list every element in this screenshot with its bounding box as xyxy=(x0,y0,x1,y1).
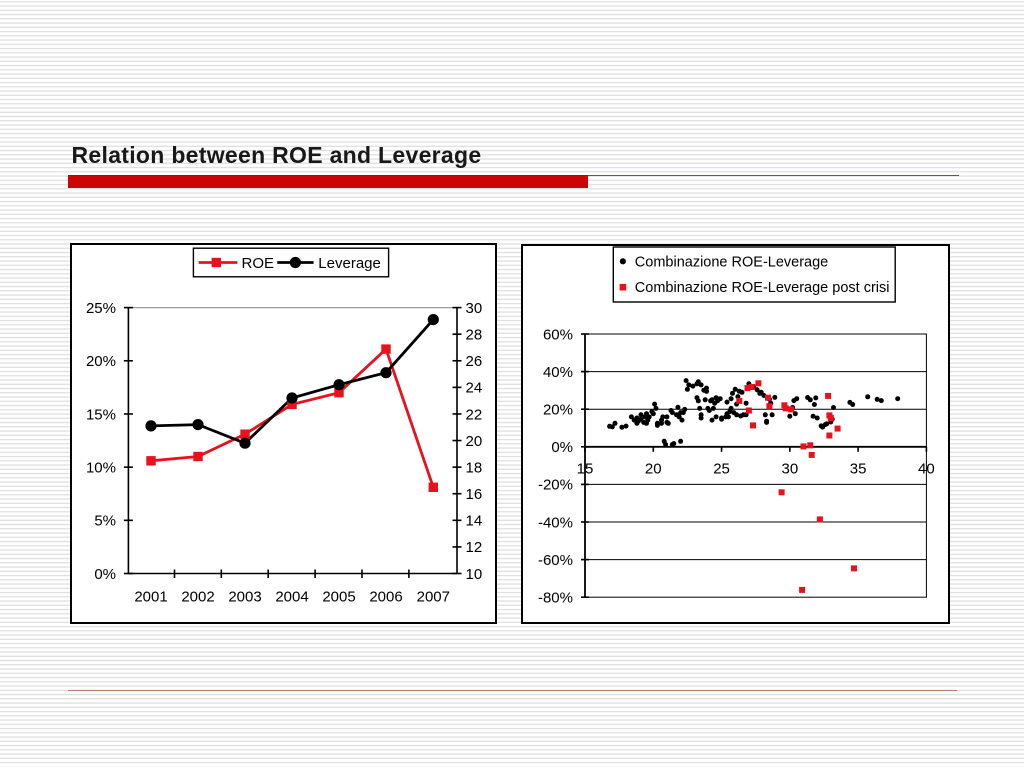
svg-text:-60%: -60% xyxy=(538,552,573,569)
svg-text:-20%: -20% xyxy=(538,477,573,494)
svg-text:20: 20 xyxy=(645,461,662,478)
svg-text:25%: 25% xyxy=(86,300,116,317)
svg-text:30: 30 xyxy=(466,300,483,317)
svg-text:0%: 0% xyxy=(551,439,573,456)
svg-text:15%: 15% xyxy=(86,406,116,423)
svg-text:24: 24 xyxy=(466,380,483,397)
svg-text:35: 35 xyxy=(850,461,867,478)
svg-text:2004: 2004 xyxy=(275,588,308,605)
svg-text:14: 14 xyxy=(466,513,483,530)
svg-text:30: 30 xyxy=(781,461,798,478)
svg-text:-80%: -80% xyxy=(538,590,573,607)
svg-text:40: 40 xyxy=(918,461,935,478)
svg-text:Combinazione ROE-Leverage post: Combinazione ROE-Leverage post crisi xyxy=(635,280,890,296)
svg-text:16: 16 xyxy=(466,486,483,503)
svg-text:20%: 20% xyxy=(86,353,116,370)
svg-text:2007: 2007 xyxy=(417,588,450,605)
svg-text:15: 15 xyxy=(577,461,594,478)
svg-text:2002: 2002 xyxy=(181,588,214,605)
svg-text:10: 10 xyxy=(466,566,483,583)
svg-text:5%: 5% xyxy=(94,513,116,530)
svg-text:2005: 2005 xyxy=(322,588,355,605)
svg-text:Leverage: Leverage xyxy=(318,255,381,272)
svg-text:2001: 2001 xyxy=(134,588,167,605)
svg-text:20: 20 xyxy=(466,433,483,450)
svg-text:10%: 10% xyxy=(86,459,116,476)
svg-text:60%: 60% xyxy=(543,326,573,343)
svg-text:Combinazione ROE-Leverage: Combinazione ROE-Leverage xyxy=(635,255,828,271)
svg-text:2003: 2003 xyxy=(228,588,261,605)
svg-text:12: 12 xyxy=(466,539,483,556)
svg-text:-40%: -40% xyxy=(538,514,573,531)
svg-text:ROE: ROE xyxy=(242,255,275,272)
svg-text:40%: 40% xyxy=(543,364,573,381)
svg-text:20%: 20% xyxy=(543,402,573,419)
svg-text:22: 22 xyxy=(466,406,483,423)
svg-text:25: 25 xyxy=(713,461,730,478)
svg-text:18: 18 xyxy=(466,459,483,476)
svg-text:28: 28 xyxy=(466,326,483,343)
svg-text:26: 26 xyxy=(466,353,483,370)
svg-text:0%: 0% xyxy=(94,566,116,583)
svg-text:2006: 2006 xyxy=(369,588,402,605)
